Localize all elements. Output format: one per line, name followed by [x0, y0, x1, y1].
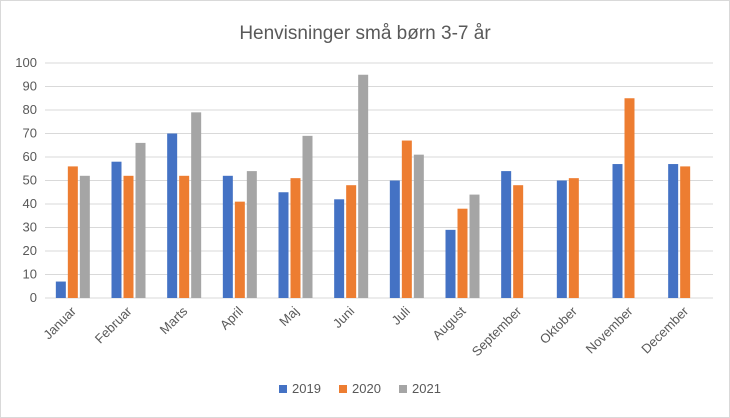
bar-2020-februar — [123, 175, 134, 298]
x-tick-label: Januar — [40, 303, 79, 342]
y-tick-label: 0 — [30, 290, 37, 305]
legend-label-2021: 2021 — [412, 381, 441, 396]
bar-2019-april — [222, 175, 233, 298]
bar-2020-januar — [67, 166, 78, 298]
bar-2021-april — [246, 171, 257, 298]
y-tick-label: 50 — [23, 173, 37, 188]
bar-2020-oktober — [568, 178, 579, 298]
bar-2020-juli — [401, 140, 412, 298]
bar-2020-december — [680, 166, 691, 298]
legend-swatch-2019 — [279, 385, 287, 393]
x-tick-label: Oktober — [537, 303, 581, 347]
y-tick-label: 60 — [23, 149, 37, 164]
bar-2019-december — [668, 164, 679, 298]
bar-2020-maj — [290, 178, 301, 298]
bar-2020-august — [457, 208, 468, 298]
bar-2019-juni — [334, 199, 345, 298]
y-tick-label: 100 — [15, 55, 37, 70]
y-axis-ticks: 0 10 20 30 40 50 60 70 80 90 100 — [15, 55, 37, 305]
bar-2019-maj — [278, 192, 289, 298]
bar-2021-maj — [302, 135, 313, 298]
chart-title: Henvisninger små børn 3-7 år — [239, 23, 491, 44]
bar-2020-november — [624, 98, 635, 298]
x-tick-label: August — [429, 303, 468, 342]
x-tick-label: Juli — [389, 303, 413, 327]
legend-swatch-2020 — [339, 385, 347, 393]
bar-2021-juli — [413, 154, 424, 298]
bar-2019-august — [445, 229, 456, 298]
bar-2019-marts — [167, 133, 178, 298]
legend-swatch-2021 — [399, 385, 407, 393]
y-tick-label: 20 — [23, 243, 37, 258]
bar-2019-november — [612, 164, 623, 298]
gridlines — [45, 62, 713, 299]
bar-2021-august — [469, 194, 480, 298]
bar-2019-september — [501, 171, 512, 298]
x-axis-ticks: Januar Februar Marts April Maj Juni Juli August… — [40, 303, 692, 359]
bars — [55, 74, 691, 298]
legend-label-2020: 2020 — [352, 381, 381, 396]
bar-2019-januar — [55, 281, 66, 298]
bar-2020-marts — [179, 175, 190, 298]
x-tick-label: Maj — [276, 303, 301, 328]
bar-2020-september — [513, 185, 524, 298]
x-tick-label: September — [469, 303, 525, 359]
y-tick-label: 70 — [23, 126, 37, 141]
bar-2021-marts — [191, 112, 202, 298]
legend: 2019 2020 2021 — [279, 381, 441, 396]
y-tick-label: 90 — [23, 79, 37, 94]
x-tick-label: November — [583, 303, 636, 356]
bar-2021-januar — [79, 175, 90, 298]
x-tick-label: Juni — [330, 303, 358, 331]
y-tick-label: 10 — [23, 267, 37, 282]
bar-2021-juni — [358, 74, 369, 298]
bar-2021-februar — [135, 142, 146, 298]
bar-2020-juni — [346, 185, 357, 298]
bar-2019-juli — [389, 180, 400, 298]
y-tick-label: 40 — [23, 196, 37, 211]
x-tick-label: Februar — [92, 303, 135, 346]
x-tick-label: Marts — [157, 303, 191, 337]
bar-2019-februar — [111, 161, 122, 298]
y-tick-label: 30 — [23, 220, 37, 235]
y-tick-label: 80 — [23, 102, 37, 117]
bar-2019-oktober — [556, 180, 567, 298]
x-tick-label: December — [638, 303, 691, 356]
x-tick-label: April — [217, 303, 246, 332]
legend-label-2019: 2019 — [292, 381, 321, 396]
bar-2020-april — [234, 201, 245, 298]
